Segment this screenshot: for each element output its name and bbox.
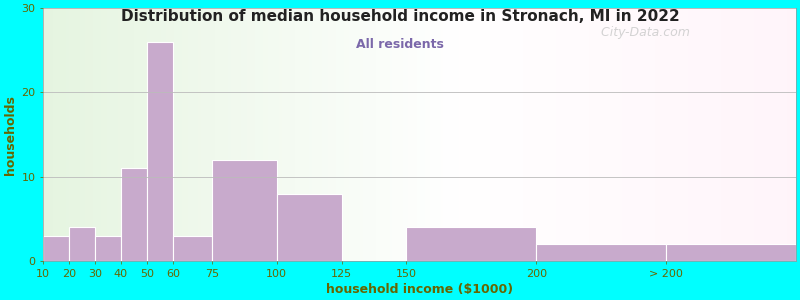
Bar [406,227,536,261]
Bar [666,244,796,261]
Bar [173,236,212,261]
Bar [277,194,342,261]
Text: All residents: All residents [356,38,444,50]
Bar [43,236,69,261]
Text: Distribution of median household income in Stronach, MI in 2022: Distribution of median household income … [121,9,679,24]
Y-axis label: households: households [4,95,17,175]
Bar [212,160,277,261]
Bar [121,168,147,261]
Bar [95,236,121,261]
Bar [147,42,173,261]
Text: City-Data.com: City-Data.com [593,26,690,39]
Bar [69,227,95,261]
Bar [536,244,666,261]
X-axis label: household income ($1000): household income ($1000) [326,283,513,296]
